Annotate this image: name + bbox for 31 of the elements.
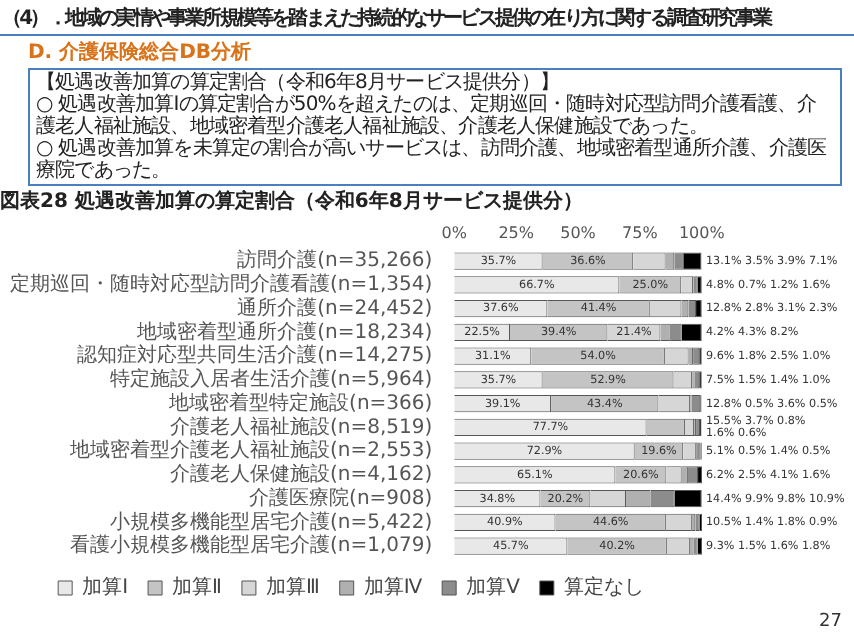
x-tick-label: 50%	[560, 223, 597, 242]
legend-label: 加算Ⅰ	[82, 575, 129, 600]
x-tick-label: 0%	[441, 223, 468, 242]
text: （4）．地域の実情や事業所規模等を踏まえた持続的なサービス提供の在り方に関する調査研究事業	[0, 0, 854, 36]
y-tick-label: 介護老人保健施設(n=4,162)	[169, 462, 433, 487]
y-tick-label: 看護小規模多機能型居宅介護(n=1,079)	[69, 533, 433, 558]
y-tick-label: 訪問介護(n=35,266)	[237, 248, 433, 273]
text: 27	[819, 612, 842, 632]
legend-label: 加算Ⅲ	[265, 575, 320, 600]
y-tick-label: 介護老人福祉施設(n=8,519)	[169, 414, 433, 439]
text: 【処遇改善加算の算定割合（令和6年8月サービス提供分）】	[36, 72, 562, 94]
y-tick-label: 介護医療院(n=908)	[249, 485, 433, 510]
y-tick-label: 通所介護(n=24,452)	[237, 295, 433, 320]
legend-label: 加算Ⅱ	[172, 575, 222, 600]
y-tick-label: 小規模多機能型居宅介護(n=5,422)	[109, 509, 433, 534]
legend-label: 加算Ⅴ	[466, 575, 521, 600]
y-tick-label: 地域密着型特定施設(n=366)	[167, 390, 433, 415]
y-tick-label: 認知症対応型共同生活介護(n=14,275)	[77, 343, 433, 368]
x-tick-label: 100%	[678, 223, 726, 242]
text: D. 介護保険総合DB分析	[26, 39, 254, 68]
y-tick-label: 地域密着型通所介護(n=18,234)	[135, 319, 433, 344]
text: ○ 処遇改善加算Ⅰの算定割合が50%を超えたのは、定期巡回・随時対応型訪問介護看護、介護老人福祉施設、地域密着型介護老人福祉施設、介護老人保健施設であった。	[36, 94, 818, 138]
x-tick-label: 25%	[498, 223, 535, 242]
y-tick-label: 地域密着型介護老人福祉施設(n=2,553)	[67, 438, 433, 463]
text: ○ 処遇改善加算を未算定の割合が高いサービスは、訪問介護、地域密着型通所介護、介護医療院であった。	[36, 138, 829, 182]
x-tick-label: 75%	[622, 223, 659, 242]
legend-label: 加算Ⅳ	[363, 575, 424, 600]
text: 図表28 処遇改善加算の算定割合（令和6年8月サービス提供分）	[0, 189, 583, 214]
legend-label: 算定なし	[563, 575, 644, 600]
y-tick-label: 特定施設入居者生活介護(n=5,964)	[109, 367, 433, 392]
y-tick-label: 定期巡回・随時対応型訪問介護看護(n=1,354)	[9, 272, 433, 297]
